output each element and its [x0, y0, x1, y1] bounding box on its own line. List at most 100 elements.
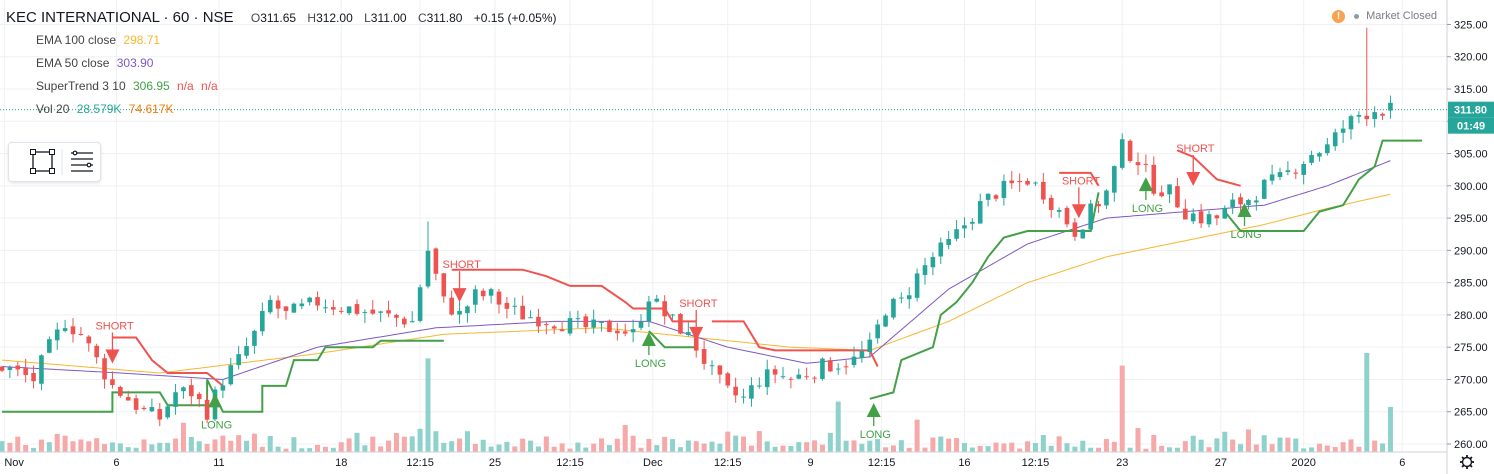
volume-bar	[796, 442, 802, 452]
candle-body	[433, 248, 439, 274]
candle-body	[1112, 166, 1117, 193]
price-tick-label: 280.00	[1454, 310, 1488, 322]
volume-bar	[322, 446, 328, 452]
candle-body	[0, 366, 5, 371]
candle-body	[591, 319, 596, 328]
candle-body	[86, 336, 92, 344]
volume-bars	[0, 353, 1393, 452]
candle-body	[1285, 170, 1291, 173]
ohlc-values: O311.65 H312.00 L311.00 C311.80 +0.15 (+…	[251, 11, 565, 25]
candle-body	[204, 399, 210, 420]
volume-bar	[654, 445, 660, 452]
candle-body	[875, 324, 880, 339]
volume-bar	[520, 438, 526, 452]
supertrend-short-segment	[112, 336, 224, 387]
volume-bar	[1064, 443, 1070, 452]
lines-icon[interactable]	[71, 150, 93, 172]
candle-body	[709, 365, 715, 367]
time-tick-label: 12:15	[714, 457, 742, 469]
volume-bar	[173, 438, 179, 452]
symbol-title[interactable]: KEC INTERNATIONAL · 60 · NSE	[6, 9, 234, 26]
volume-bar	[772, 446, 778, 452]
chart-legend: KEC INTERNATIONAL · 60 · NSE O311.65 H31…	[6, 6, 565, 121]
volume-bar	[693, 441, 699, 452]
candle-body	[1230, 199, 1235, 208]
volume-bar	[1364, 353, 1370, 452]
volume-bar	[54, 433, 60, 452]
candle-body	[1261, 179, 1267, 199]
volume-bar	[1324, 445, 1330, 452]
volume-bar	[228, 440, 234, 452]
short-label: SHORT	[1062, 175, 1101, 187]
candle-body	[1325, 144, 1330, 154]
candle-body	[441, 273, 447, 297]
volume-bar	[954, 438, 960, 452]
volume-bar	[472, 443, 478, 452]
volume-bar	[677, 447, 683, 452]
candle-body	[749, 385, 754, 399]
candle-body	[1143, 163, 1149, 165]
price-tick-label: 325.00	[1454, 19, 1488, 31]
candle-body	[346, 306, 352, 314]
volume-bar	[662, 436, 668, 452]
time-tick-label: 18	[335, 457, 347, 469]
volume-bar	[236, 435, 242, 452]
candle-body	[788, 378, 794, 380]
candle-body	[370, 309, 376, 314]
volume-bar	[1025, 441, 1031, 452]
ohlc-open-label: O	[250, 11, 261, 25]
rectangle-icon[interactable]	[30, 149, 55, 174]
volume-bar	[7, 442, 13, 452]
short-signal-arrow	[689, 326, 704, 341]
volume-bar	[1009, 442, 1015, 452]
candle-body	[922, 265, 928, 276]
countdown-text: 01:49	[1457, 121, 1485, 133]
candle-body	[796, 374, 802, 379]
candle-body	[804, 376, 809, 378]
warning-icon[interactable]: !	[1332, 10, 1345, 23]
volume-bar	[23, 445, 29, 452]
candle-body	[1064, 207, 1070, 225]
volume-bar	[788, 445, 794, 452]
last-price-tag	[1448, 101, 1494, 118]
candle-body	[1001, 180, 1007, 198]
indicator-ema50[interactable]: EMA 50 close 303.90	[6, 52, 565, 75]
candle-body	[338, 310, 344, 312]
volume-bar	[267, 436, 273, 452]
volume-bar	[1372, 440, 1378, 452]
indicator-ema100[interactable]: EMA 100 close 298.71	[6, 29, 565, 52]
candle-body	[938, 242, 944, 257]
volume-bar	[70, 441, 76, 452]
volume-bar	[1017, 448, 1023, 452]
price-tick-label: 290.00	[1454, 245, 1488, 257]
volume-bar	[133, 447, 139, 452]
last-price-text: 311.80	[1454, 105, 1487, 117]
volume-bar	[180, 422, 186, 452]
candle-body	[94, 345, 99, 358]
candle-body	[930, 257, 936, 268]
price-tick-label: 275.00	[1454, 342, 1488, 354]
volume-bar	[283, 448, 289, 452]
gear-icon[interactable]	[1460, 455, 1474, 469]
candle-body	[260, 311, 265, 332]
volume-bar	[1103, 438, 1109, 452]
candle-body	[693, 333, 699, 351]
indicator-supertrend[interactable]: SuperTrend 3 10 306.95 n/a n/a	[6, 75, 565, 98]
candle-body	[1096, 203, 1101, 207]
candle-body	[1332, 132, 1338, 147]
candle-body	[1254, 200, 1259, 203]
volume-bar	[196, 441, 202, 452]
candle-body	[993, 195, 999, 199]
indicator-volume[interactable]: Vol 20 28.579K 74.617K	[6, 98, 565, 121]
volume-bar	[370, 436, 376, 452]
candle-body	[843, 366, 849, 368]
volume-bar	[259, 446, 265, 452]
volume-bar	[1135, 428, 1141, 452]
price-tick-label: 315.00	[1454, 84, 1488, 96]
volume-bar	[354, 432, 360, 452]
candle-body	[559, 329, 565, 332]
candle-body	[512, 305, 518, 307]
volume-bar	[1127, 447, 1133, 452]
volume-bar	[1040, 435, 1046, 452]
